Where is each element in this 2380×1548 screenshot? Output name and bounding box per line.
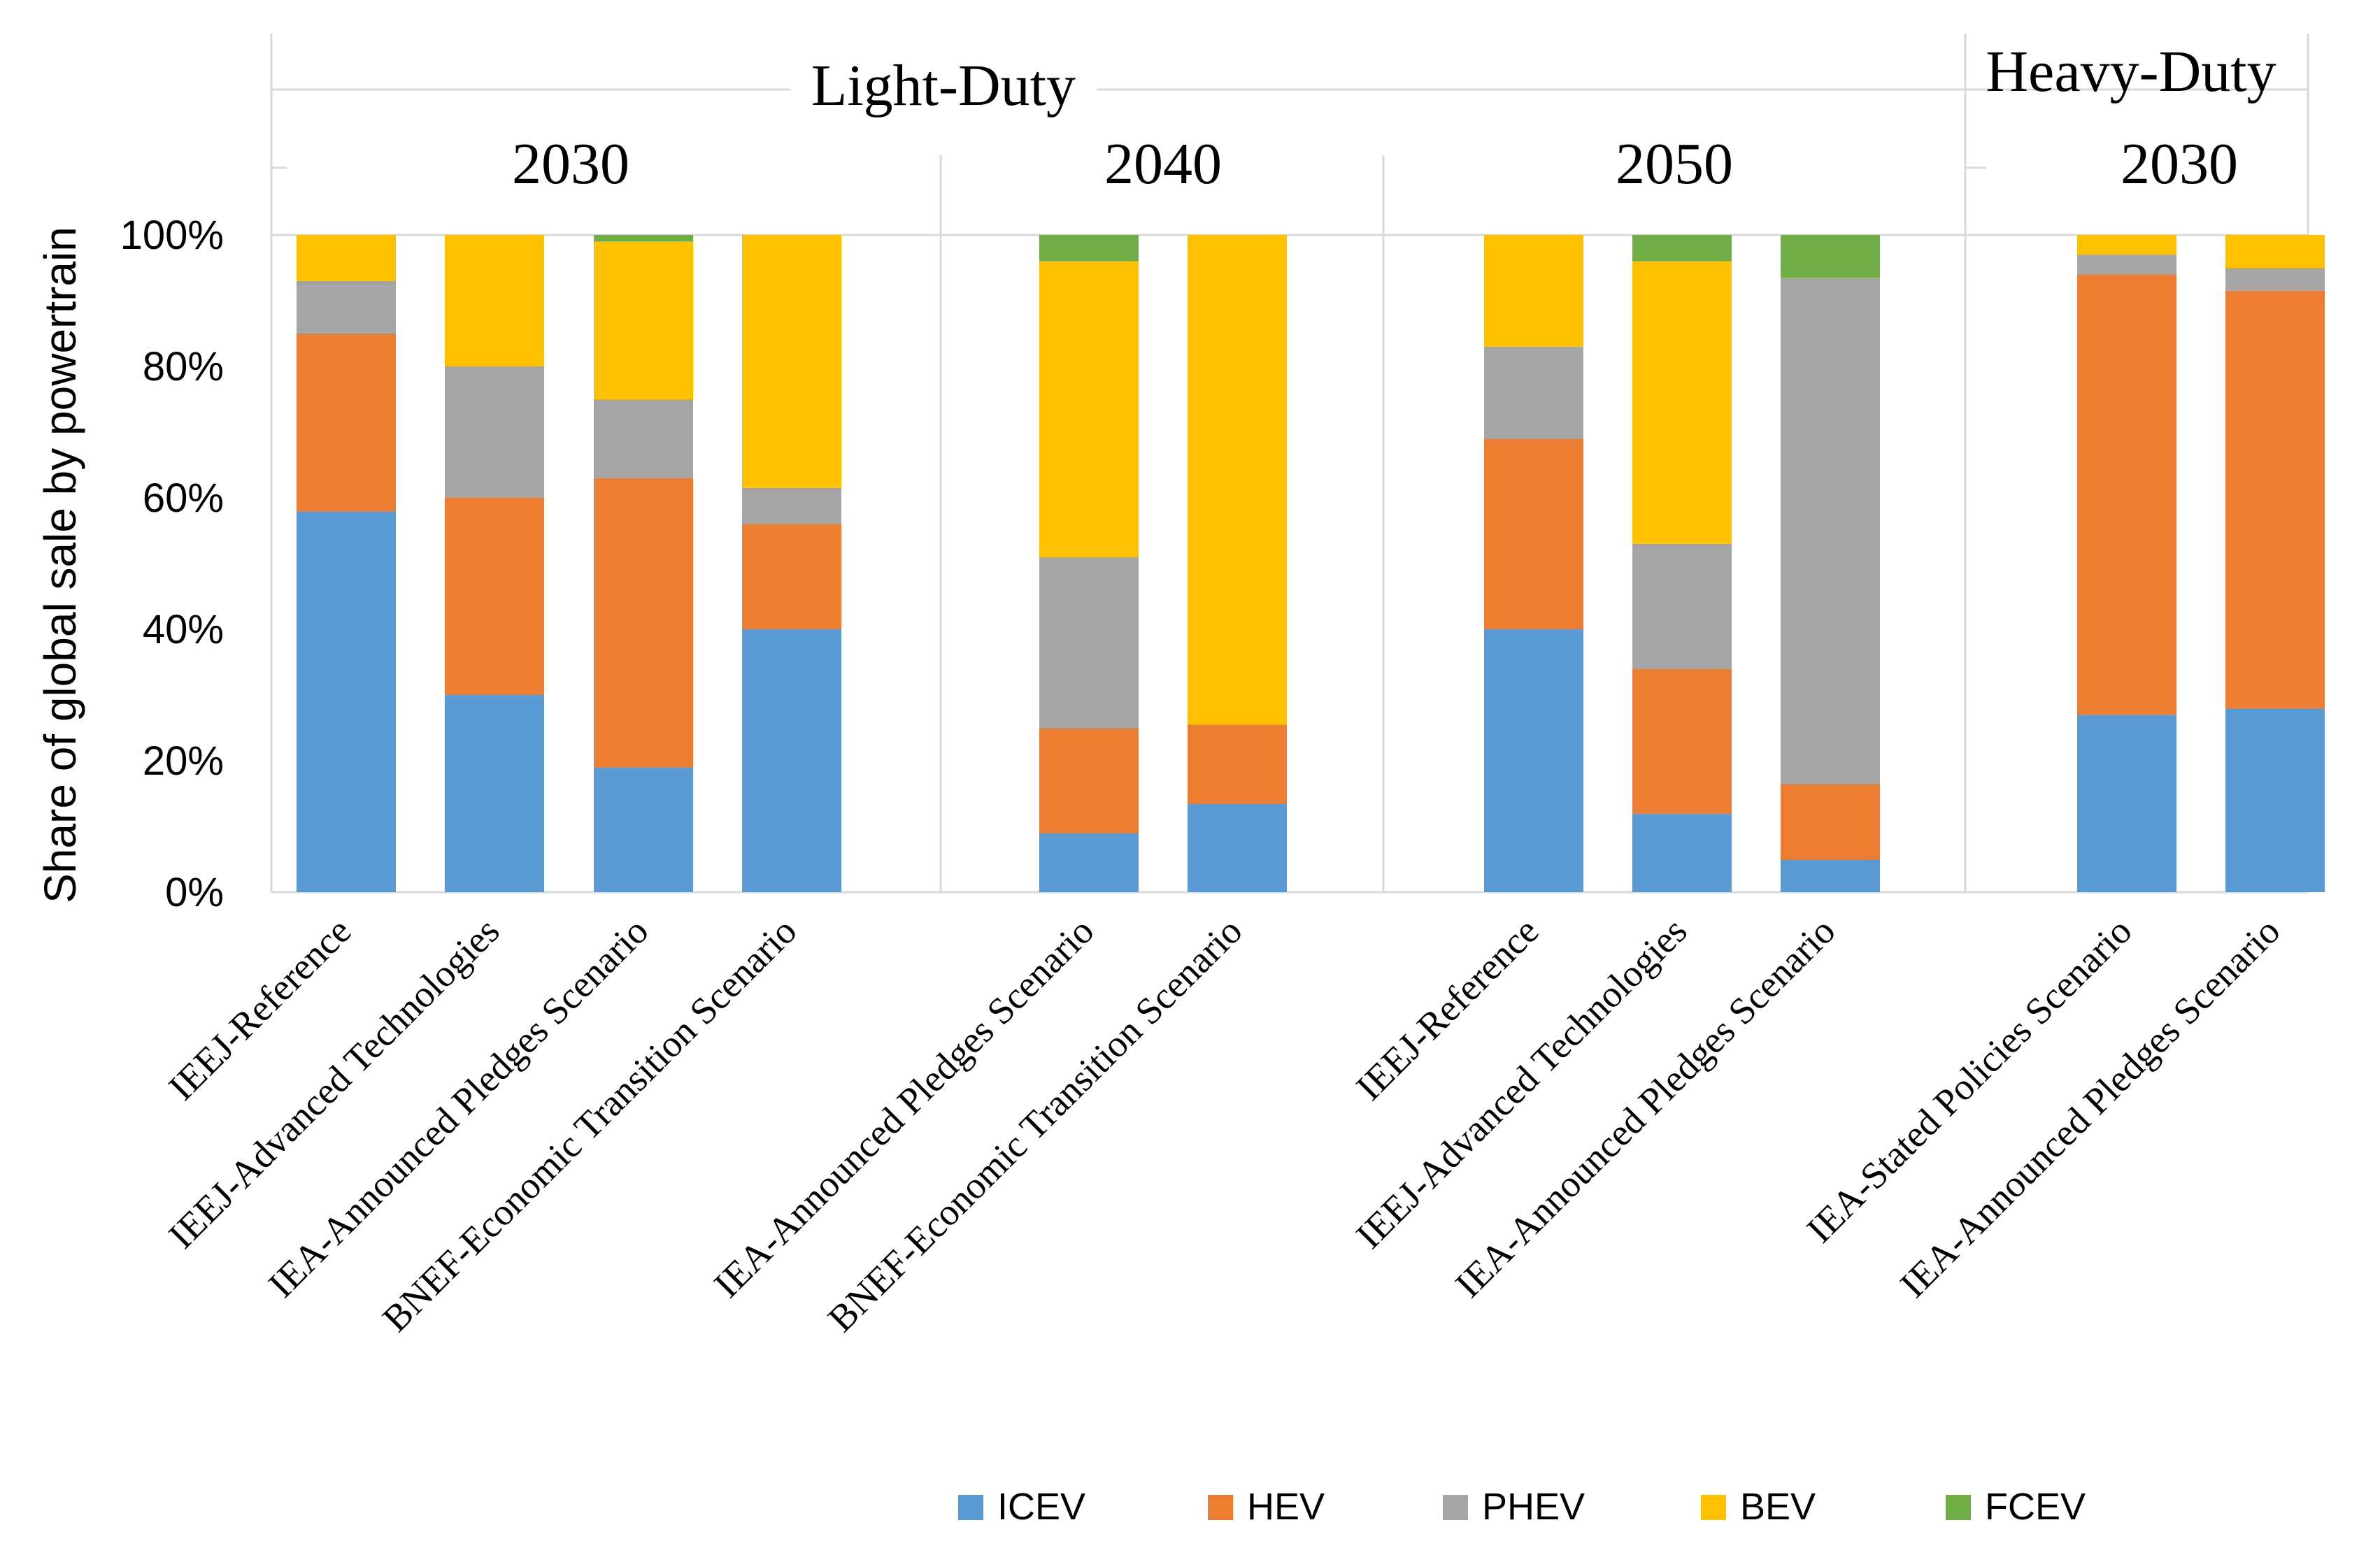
- legend-swatch-phev: [1443, 1495, 1468, 1520]
- bar-segment-phev: [1781, 278, 1880, 784]
- legend-label-phev: PHEV: [1482, 1486, 1585, 1528]
- legend-label-fcev: FCEV: [1985, 1486, 2086, 1528]
- bar-segment-phev: [1632, 543, 1732, 669]
- bar-segment-hev: [2225, 290, 2325, 708]
- bar-segment-bev: [742, 235, 841, 488]
- bar-segment-phev: [445, 366, 544, 498]
- legend-swatch-hev: [1208, 1495, 1233, 1520]
- year-label-2040: 2040: [1104, 131, 1222, 196]
- y-tick-label: 20%: [143, 738, 224, 784]
- bar-segment-hev: [1632, 668, 1732, 814]
- bar-segment-bev: [297, 235, 396, 281]
- bar-segment-phev: [2077, 255, 2176, 275]
- bar-segment-hev: [742, 524, 841, 629]
- legend-swatch-fcev: [1946, 1495, 1971, 1520]
- bar-segment-phev: [1484, 346, 1583, 439]
- y-axis-title: Share of global sale by powertrain: [35, 227, 85, 903]
- bar-segment-bev: [2225, 235, 2325, 268]
- bar-segment-hev: [445, 498, 544, 695]
- legend: ICEV HEV PHEV BEV FCEV: [958, 1486, 2086, 1528]
- y-tick-label: 100%: [120, 213, 224, 258]
- legend-swatch-bev: [1701, 1495, 1726, 1520]
- legend-swatch-icev: [958, 1495, 983, 1520]
- bar-segment-icev: [1039, 833, 1139, 892]
- year-label-2050: 2050: [1616, 131, 1733, 196]
- group-title-heavy-duty: Heavy-Duty: [1986, 39, 2276, 104]
- bar-segment-icev: [1632, 813, 1732, 892]
- y-tick-label: 60%: [143, 475, 224, 521]
- bar-segment-hev: [297, 334, 396, 511]
- bar-segment-icev: [297, 510, 396, 892]
- legend-label-bev: BEV: [1740, 1486, 1816, 1528]
- bar-segment-hev: [1781, 783, 1880, 859]
- bar-segment-icev: [1781, 859, 1880, 892]
- bar-segment-fcev: [1781, 235, 1880, 278]
- bar-segment-hev: [1484, 438, 1583, 629]
- bar-segment-icev: [742, 629, 841, 892]
- y-tick-label: 80%: [143, 344, 224, 389]
- bar-segment-phev: [594, 399, 693, 478]
- bar-segment-phev: [2225, 268, 2325, 291]
- bars: [297, 235, 2325, 892]
- bar-segment-hev: [594, 478, 693, 768]
- bar-segment-fcev: [1039, 235, 1139, 261]
- bar-segment-bev: [1484, 235, 1583, 347]
- y-axis-ticks: 0% 20% 40% 60% 80% 100%: [120, 213, 224, 915]
- bar-segment-hev: [1039, 728, 1139, 833]
- group-title-light-duty: Light-Duty: [811, 53, 1076, 118]
- bar-segment-bev: [2077, 235, 2176, 255]
- bar-segment-icev: [1484, 629, 1583, 892]
- bar-segment-phev: [1039, 557, 1139, 728]
- legend-label-hev: HEV: [1247, 1486, 1325, 1528]
- bar-segment-icev: [1188, 803, 1287, 892]
- bar-segment-phev: [742, 487, 841, 524]
- bar-segment-fcev: [594, 235, 693, 242]
- bar-segment-bev: [1188, 235, 1287, 725]
- year-label-2030-heavy: 2030: [2121, 131, 2238, 196]
- bar-segment-hev: [2077, 274, 2176, 715]
- bar-segment-bev: [1039, 261, 1139, 557]
- bar-segment-icev: [445, 695, 544, 892]
- bar-segment-icev: [2225, 708, 2325, 892]
- legend-label-icev: ICEV: [997, 1486, 1085, 1528]
- bar-segment-phev: [297, 280, 396, 334]
- bar-segment-fcev: [1632, 235, 1732, 261]
- bar-segment-bev: [1632, 261, 1732, 544]
- y-tick-label: 0%: [165, 870, 224, 915]
- y-tick-label: 40%: [143, 607, 224, 652]
- bar-segment-bev: [594, 241, 693, 399]
- bar-segment-hev: [1188, 724, 1287, 804]
- bar-segment-bev: [445, 235, 544, 366]
- bar-segment-icev: [2077, 715, 2176, 892]
- bar-segment-icev: [594, 767, 693, 892]
- year-label-2030-light: 2030: [512, 131, 629, 196]
